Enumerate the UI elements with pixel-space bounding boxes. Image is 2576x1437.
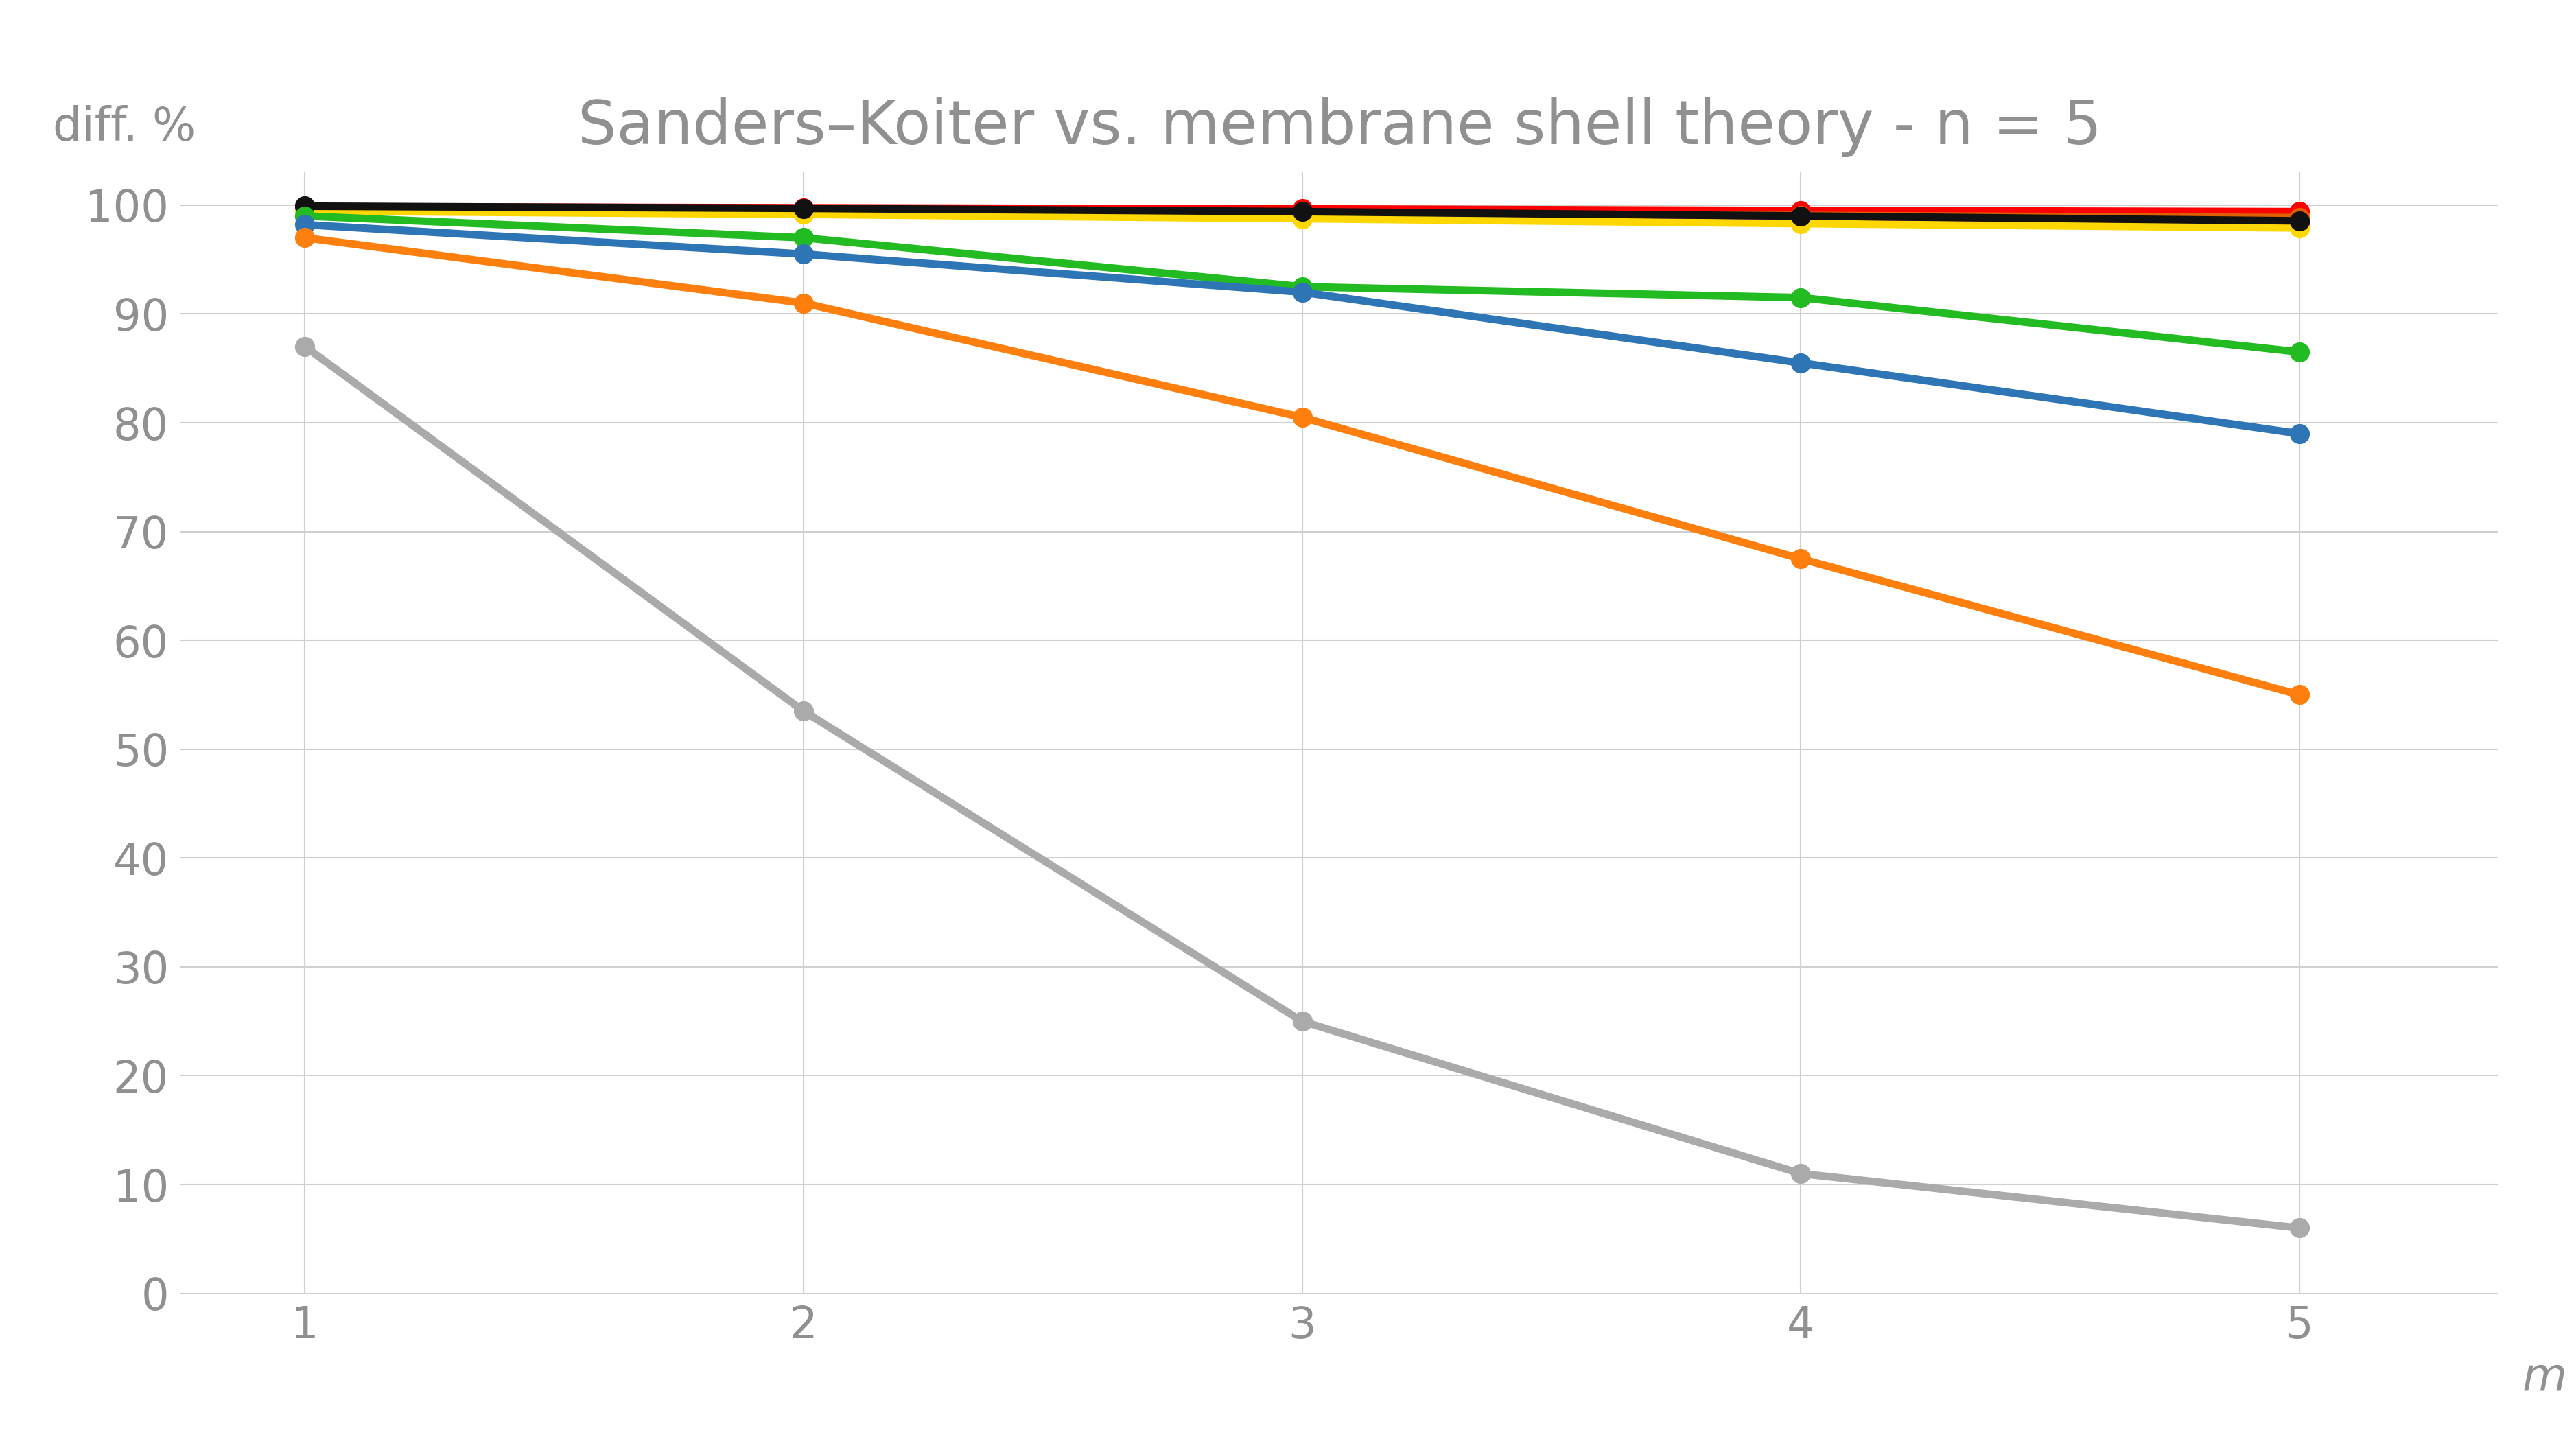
- Text: diff. %: diff. %: [54, 105, 196, 149]
- Text: m: m: [2522, 1355, 2566, 1400]
- Title: Sanders–Koiter vs. membrane shell theory - n = 5: Sanders–Koiter vs. membrane shell theory…: [577, 98, 2102, 157]
